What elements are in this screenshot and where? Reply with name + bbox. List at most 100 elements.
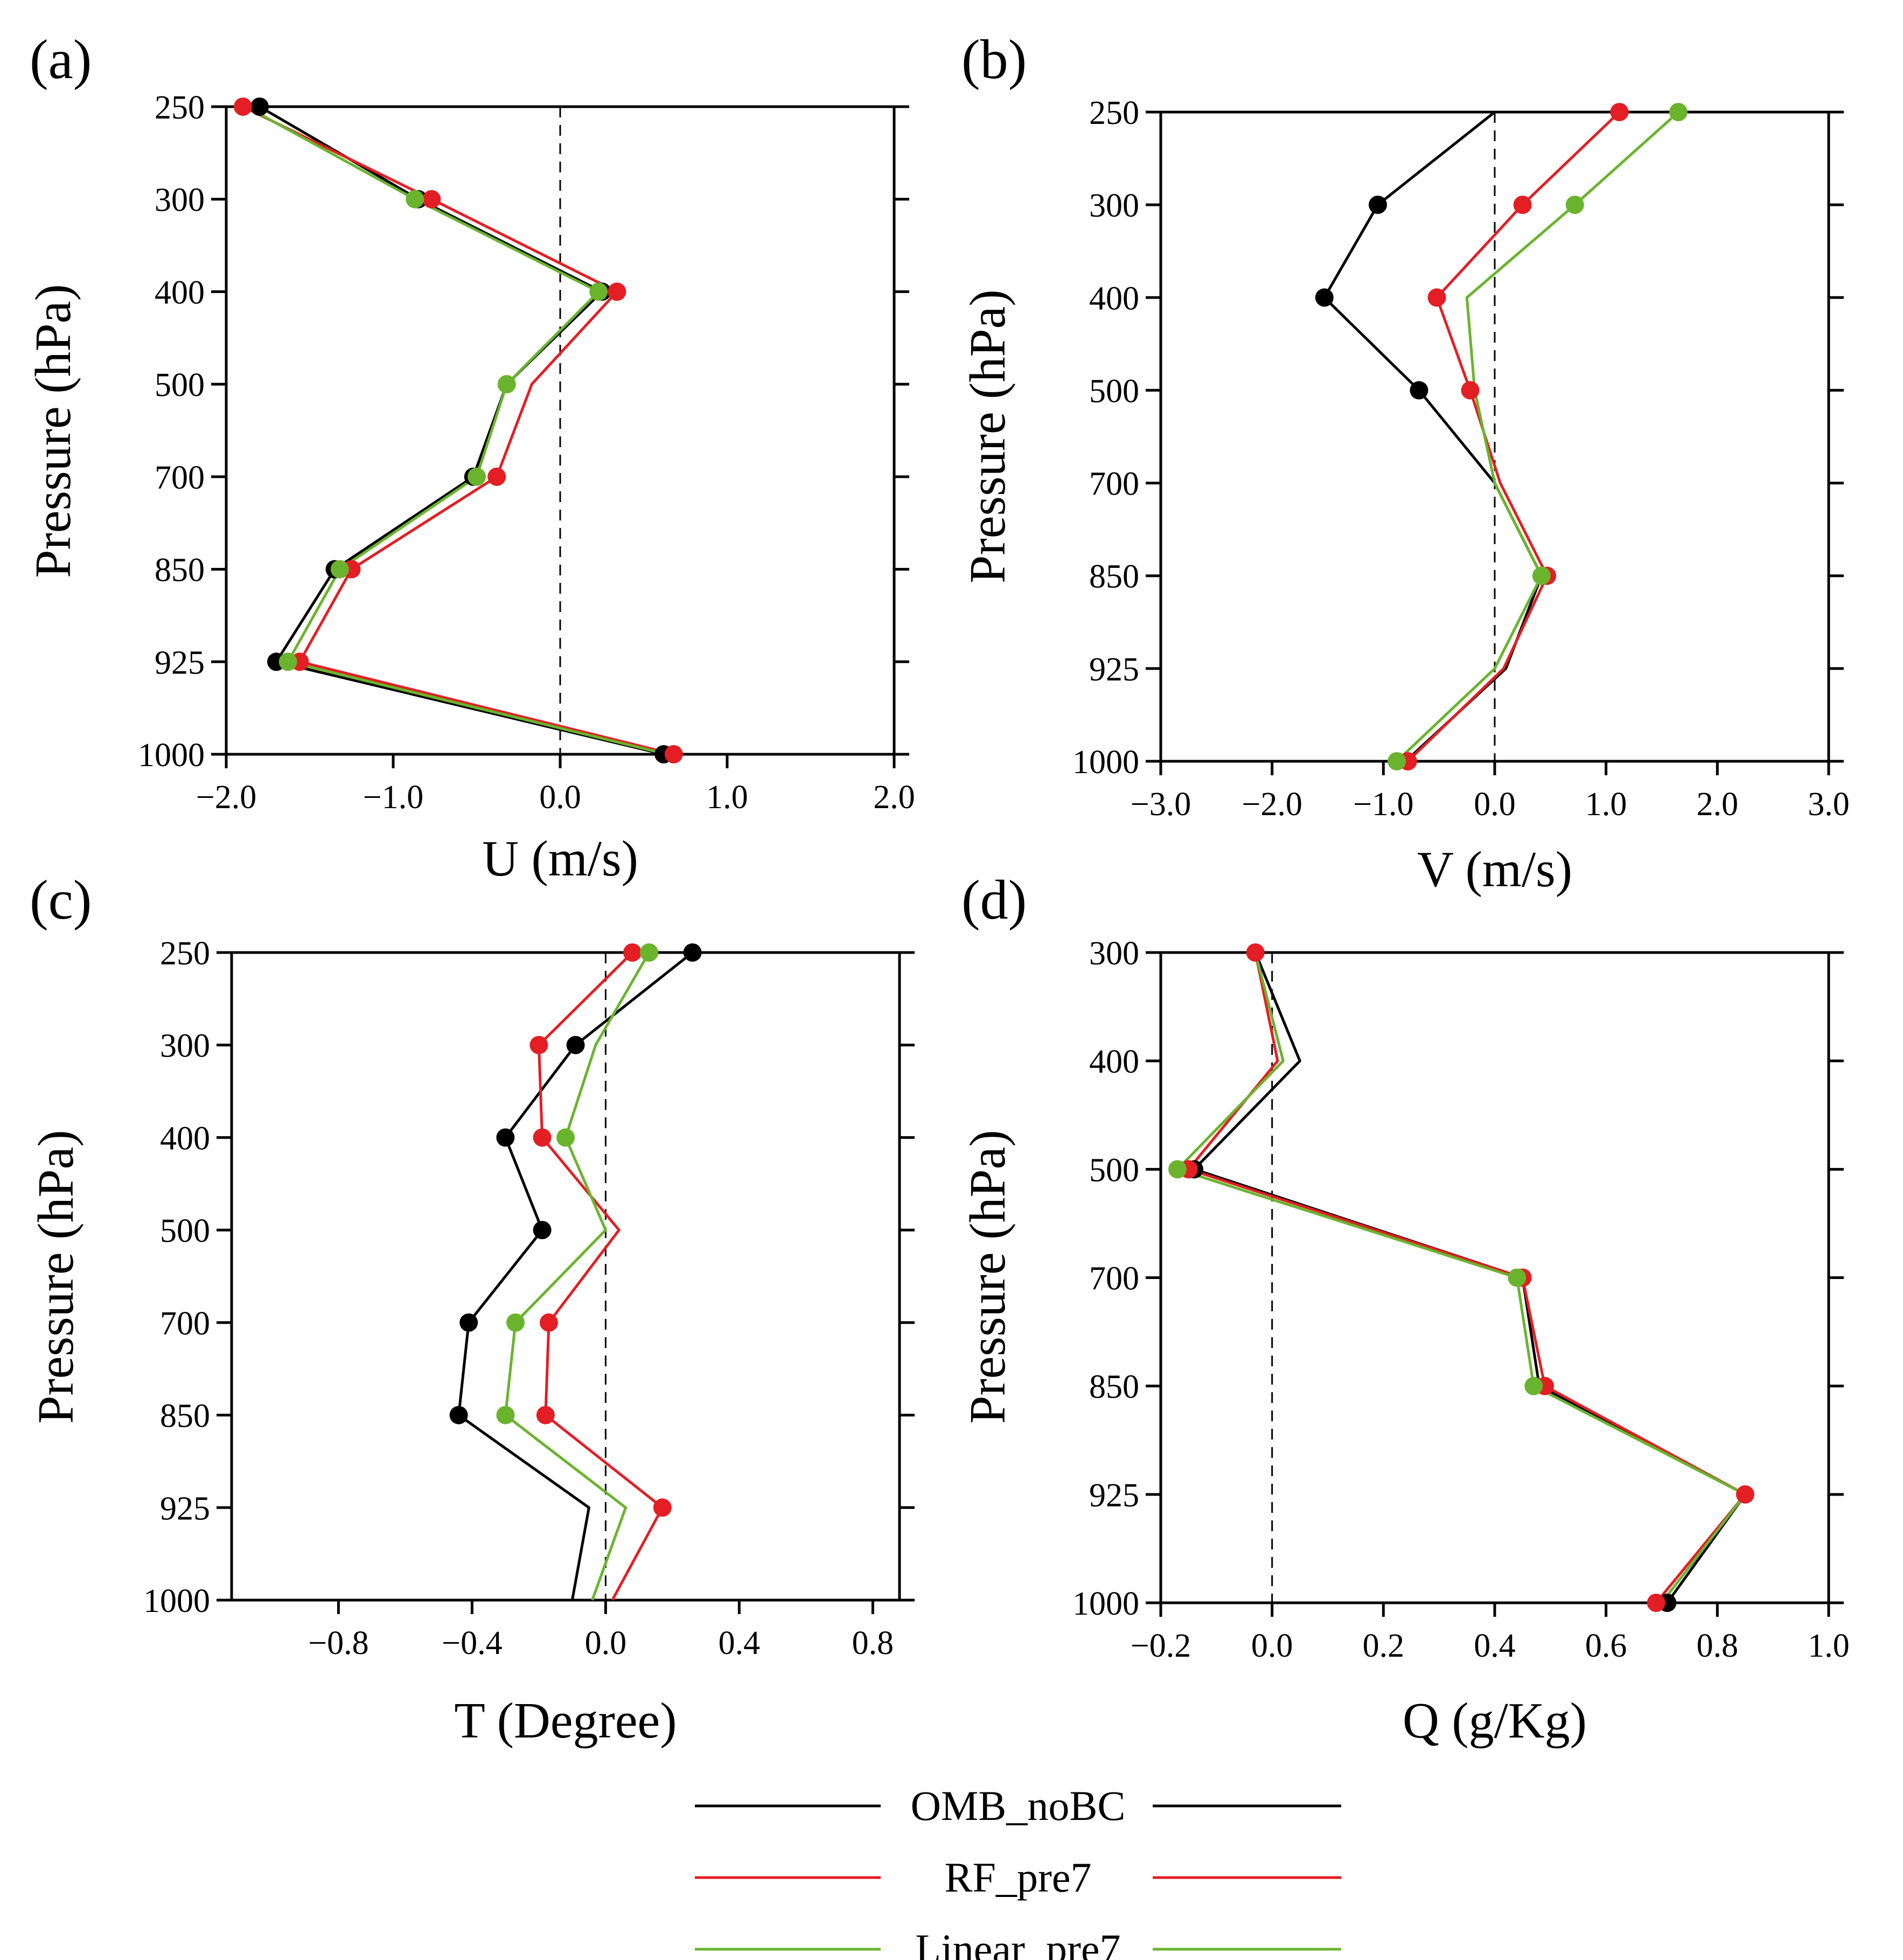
data-point-omb-nobc [496,1128,515,1147]
x-tick-label: 1.0 [706,779,748,816]
x-axis-title: U (m/s) [482,831,638,887]
data-point-linear-pre7 [1532,566,1551,585]
x-tick-label: −2.0 [1242,786,1302,823]
y-tick-label: 300 [1089,187,1139,224]
data-point-rf-pre7 [533,1128,552,1147]
series-line-omb-nobc [259,105,664,756]
data-point-rf-pre7 [540,1313,558,1332]
x-tick-label: −2.0 [196,779,256,816]
data-point-linear-pre7 [1524,1377,1543,1395]
y-tick-label: 1000 [1072,744,1139,781]
y-tick-label: 300 [155,182,205,219]
data-point-rf-pre7 [422,190,441,208]
data-point-linear-pre7 [1168,1160,1187,1179]
data-point-linear-pre7 [556,1128,575,1147]
y-tick-label: 700 [1089,466,1139,503]
data-point-omb-nobc [1369,196,1387,214]
y-tick-label: 500 [1089,373,1139,409]
panel-3: 250 300 400 500 700 850 925 1000 −0.8 −0.4 0.0 0.4 0… [28,869,915,1749]
y-axis-title: Pressure (hPa) [960,289,1016,583]
data-point-linear-pre7 [468,467,486,486]
y-tick-label: 700 [155,460,205,496]
y-axis-title: Pressure (hPa) [28,1130,84,1424]
data-point-linear-pre7 [278,652,297,671]
x-tick-label: 0.8 [1697,1628,1739,1664]
x-tick-label: −0.2 [1131,1628,1191,1664]
y-tick-label: 925 [160,1490,210,1527]
x-tick-label: 0.0 [1251,1628,1293,1664]
y-tick-label: 400 [1089,280,1139,317]
panels: 250 300 400 500 700 850 925 1000 −2.0 −1.0 0.0 1.0 2… [25,29,1850,1749]
data-point-linear-pre7 [330,560,349,579]
plot-frame [1159,951,1830,1604]
data-point-omb-nobc [449,1406,468,1424]
x-tick-label: −0.4 [442,1625,502,1662]
legend-label: Linear_pre7 [915,1926,1120,1960]
data-point-linear-pre7 [406,190,424,208]
y-tick-label: 925 [1089,651,1139,688]
y-tick-label: 850 [155,552,205,589]
plot-frame [230,951,901,1602]
data-point-rf-pre7 [664,745,683,763]
y-tick-label: 850 [160,1398,210,1435]
data-point-rf-pre7 [1427,288,1446,307]
y-tick-label: 1000 [138,737,205,774]
data-point-linear-pre7 [589,282,608,301]
x-tick-label: 0.0 [1474,786,1516,823]
y-tick-label: 1000 [143,1583,210,1620]
data-point-omb-nobc [459,1313,478,1332]
x-tick-label: 0.8 [852,1625,894,1662]
data-point-rf-pre7 [1647,1594,1665,1612]
data-point-omb-nobc [566,1035,585,1054]
y-tick-label: 925 [1089,1477,1139,1514]
data-point-linear-pre7 [506,1313,525,1332]
y-axis-title: Pressure (hPa) [25,284,81,578]
data-point-linear-pre7 [1669,103,1688,121]
y-tick-label: 700 [1089,1261,1139,1297]
data-point-rf-pre7 [1736,1485,1754,1504]
series-line-linear-pre7 [245,105,667,756]
y-axis-title: Pressure (hPa) [960,1130,1016,1424]
data-point-rf-pre7 [536,1406,555,1424]
data-point-omb-nobc [533,1221,552,1240]
y-tick-label: 250 [155,89,205,126]
x-axis-title: T (Degree) [454,1693,677,1749]
y-tick-label: 700 [160,1305,210,1342]
y-tick-label: 850 [1089,559,1139,595]
data-point-rf-pre7 [1246,943,1265,962]
x-tick-label: 0.0 [539,779,581,816]
series-line-rf-pre7 [1407,111,1621,762]
data-point-linear-pre7 [497,375,516,394]
data-point-rf-pre7 [487,467,506,486]
data-point-linear-pre7 [1388,752,1406,770]
y-tick-label: 400 [1089,1044,1139,1080]
data-point-rf-pre7 [1513,196,1532,214]
legend-label: RF_pre7 [945,1854,1092,1901]
data-point-omb-nobc [1315,288,1334,307]
x-tick-label: 2.0 [873,779,915,816]
panel-2: 250 300 400 500 700 850 925 1000 −3.0 −2.0 −1.0 0.0… [960,29,1850,898]
series-line-linear-pre7 [1396,111,1679,762]
x-tick-label: 1.0 [1585,786,1627,823]
data-point-omb-nobc [250,98,269,116]
data-point-rf-pre7 [608,282,626,301]
x-tick-label: −1.0 [363,779,423,816]
data-point-rf-pre7 [623,943,642,962]
y-tick-label: 500 [155,367,205,404]
data-point-omb-nobc [683,943,702,962]
series-line-rf-pre7 [242,105,674,756]
x-tick-label: −3.0 [1131,786,1191,823]
y-tick-label: 500 [160,1213,210,1249]
y-tick-label: 250 [160,935,210,972]
x-tick-label: −0.8 [308,1625,368,1662]
y-tick-label: 400 [155,274,205,311]
data-point-linear-pre7 [1508,1268,1526,1287]
series-line-rf-pre7 [537,951,664,1601]
panel-label: (c) [30,869,92,931]
panel-label: (d) [961,869,1027,931]
legend-entry-linear-pre7: Linear_pre7 [695,1926,1341,1960]
x-tick-label: 0.0 [585,1625,627,1662]
y-tick-label: 500 [1089,1152,1139,1188]
x-tick-label: 0.2 [1363,1628,1405,1664]
